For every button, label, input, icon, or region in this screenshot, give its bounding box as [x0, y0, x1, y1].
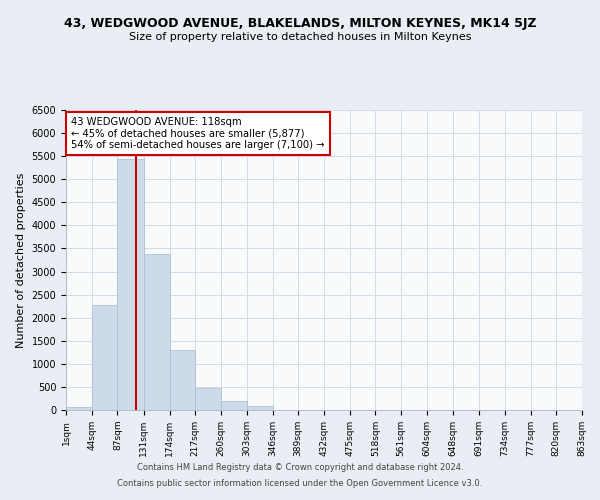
Bar [66, 407, 92, 410]
Bar [195, 388, 221, 410]
Bar [144, 254, 170, 410]
Bar [221, 401, 247, 410]
Text: 43 WEDGWOOD AVENUE: 118sqm
← 45% of detached houses are smaller (5,877)
54% of s: 43 WEDGWOOD AVENUE: 118sqm ← 45% of deta… [71, 117, 325, 150]
Text: Contains public sector information licensed under the Open Government Licence v3: Contains public sector information licen… [118, 478, 482, 488]
Bar [118, 160, 144, 410]
Bar [170, 350, 195, 410]
Text: Size of property relative to detached houses in Milton Keynes: Size of property relative to detached ho… [129, 32, 471, 42]
Y-axis label: Number of detached properties: Number of detached properties [16, 172, 26, 348]
Bar [92, 305, 118, 410]
Bar [247, 406, 272, 410]
Text: 43, WEDGWOOD AVENUE, BLAKELANDS, MILTON KEYNES, MK14 5JZ: 43, WEDGWOOD AVENUE, BLAKELANDS, MILTON … [64, 18, 536, 30]
Text: Contains HM Land Registry data © Crown copyright and database right 2024.: Contains HM Land Registry data © Crown c… [137, 464, 463, 472]
